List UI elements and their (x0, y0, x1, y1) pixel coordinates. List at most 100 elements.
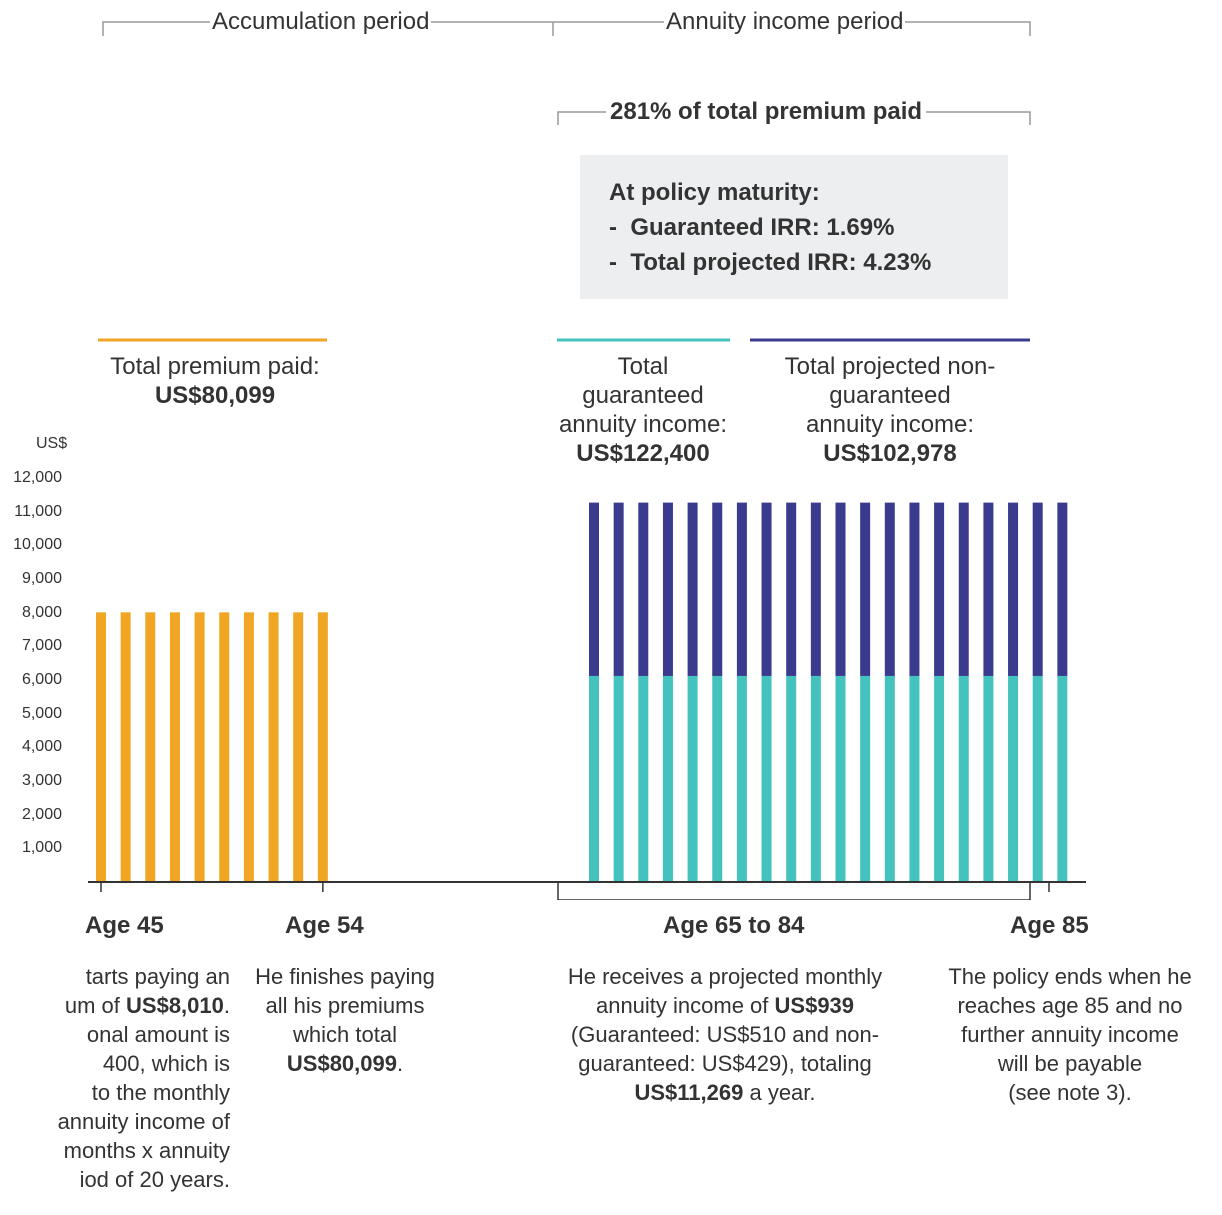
d65-line-3: (Guaranteed: US$510 and non- (570, 1022, 880, 1047)
guaranteed-bar (786, 675, 797, 882)
d45-line-2a: um of (64, 993, 127, 1018)
premium-ratio-label: 281% of total premium paid (606, 99, 927, 125)
premium-bar (96, 612, 106, 882)
premium-bar (194, 612, 205, 882)
y-tick-label: 1,000 (21, 839, 62, 857)
non-guaranteed-bar (712, 502, 723, 676)
age-54-description: He finishes paying all his premiums whic… (225, 962, 465, 1078)
y-tick-label: 10,000 (13, 536, 62, 554)
guaranteed-bar (983, 675, 994, 882)
irr-box: At policy maturity: - Guaranteed IRR: 1.… (580, 155, 1008, 299)
non-guaranteed-bar (1057, 502, 1068, 676)
d45-line-5: to the monthly (85, 1080, 230, 1105)
guaranteed-bar (589, 675, 599, 882)
non-guaranteed-bar (934, 502, 945, 676)
non-guaranteed-bar (1032, 502, 1043, 676)
y-tick-label: 3,000 (21, 772, 62, 789)
d65-line-4: guaranteed: US$429), totaling (578, 1051, 872, 1076)
y-tick-label: 11,000 (14, 502, 62, 520)
d65-line-2a: annuity income of (595, 993, 775, 1018)
accumulation-period-label: Accumulation period (210, 8, 432, 35)
d54-line-3: which total (293, 1022, 397, 1047)
y-tick-label: 2,000 (21, 805, 62, 823)
y-tick-label: 4,000 (21, 738, 62, 756)
guaranteed-bar (1032, 675, 1043, 882)
d85-line-1: The policy ends when he (948, 964, 1192, 989)
age-85-label: Age 85 (1010, 912, 1089, 939)
guaranteed-bar (736, 675, 747, 882)
d85-line-4: will be payable (997, 1051, 1143, 1076)
y-tick-label: 8,000 (21, 603, 62, 621)
premium-bar (243, 612, 254, 882)
d85-line-3: further annuity income (961, 1022, 1179, 1047)
d45-line-4: 400, which is (102, 1051, 230, 1076)
d45-line-2b: US$8,010 (126, 993, 224, 1018)
y-tick-label: 6,000 (21, 671, 62, 688)
premium-bar (219, 612, 230, 882)
guaranteed-irr: - Guaranteed IRR: 1.69% (609, 214, 895, 241)
non-guaranteed-bar (736, 502, 747, 676)
guaranteed-bar (662, 675, 673, 882)
d54-line-4: US$80,099. (225, 1049, 465, 1078)
guaranteed-bar (909, 675, 920, 882)
y-tick-label: 12,000 (13, 469, 62, 486)
d65-line-2b: US$939 (774, 993, 855, 1018)
total-guaranteed: Total guaranteed annuity income: US$122,… (538, 352, 748, 468)
non-guaranteed-bar (662, 502, 673, 676)
guaranteed-bar (761, 675, 772, 882)
premium-bar (120, 612, 131, 882)
irr-heading: At policy maturity: (609, 179, 820, 206)
annuity-period-label: Annuity income period (664, 8, 906, 35)
d85-line-2: reaches age 85 and no (957, 993, 1183, 1018)
guaranteed-bar (613, 675, 624, 882)
guaranteed-bar (687, 675, 698, 882)
age-65-description: He receives a projected monthly annuity … (530, 962, 920, 1107)
total-guaranteed-value: US$122,400 (576, 440, 710, 467)
d54-line-1: He finishes paying (255, 964, 435, 989)
d54-line-2: all his premiums (265, 993, 425, 1018)
total-non-guaranteed-value: US$102,978 (823, 440, 957, 467)
total-guaranteed-label-2: guaranteed (582, 382, 704, 409)
non-guaranteed-bar (761, 502, 772, 676)
d45-line-8: iod of 20 years. (79, 1167, 230, 1192)
non-guaranteed-bar (1008, 502, 1019, 676)
d54-end: . (396, 1051, 404, 1076)
non-guaranteed-bar (983, 502, 994, 676)
non-guaranteed-bar (613, 502, 624, 676)
non-guaranteed-bar (884, 502, 895, 676)
d45-line-6: annuity income of (57, 1109, 230, 1134)
total-premium: Total premium paid: US$80,099 (80, 352, 350, 410)
age-45-label: Age 45 (85, 912, 164, 939)
d65-line-5a: US$11,269 (634, 1080, 744, 1105)
guaranteed-bar (860, 675, 871, 882)
total-non-guaranteed: Total projected non- guaranteed annuity … (755, 352, 1025, 468)
non-guaranteed-bar (810, 502, 821, 676)
age-45-description: tarts paying an um of US$8,010. onal amo… (0, 962, 230, 1194)
annuity-chart (88, 502, 1086, 900)
premium-bar (317, 612, 328, 882)
guaranteed-bar (835, 675, 846, 882)
non-guaranteed-bar (786, 502, 797, 676)
guaranteed-bar (1057, 675, 1068, 882)
age-54-label: Age 54 (285, 912, 364, 939)
guaranteed-bar (712, 675, 723, 882)
non-guaranteed-bar (589, 502, 599, 676)
total-guaranteed-label-1: Total (617, 353, 669, 380)
y-tick-label: 7,000 (21, 637, 62, 655)
guaranteed-bar (810, 675, 821, 882)
d65-line-1: He receives a projected monthly (567, 964, 883, 989)
d85-line-5: (see note 3). (1008, 1080, 1132, 1105)
projected-irr: - Total projected IRR: 4.23% (609, 249, 932, 276)
non-guaranteed-bar (835, 502, 846, 676)
d45-line-2: um of US$8,010. (0, 991, 230, 1020)
premium-bar (169, 612, 180, 882)
total-color-lines (98, 338, 1030, 342)
y-axis-unit: US$ (36, 435, 68, 452)
non-guaranteed-bar (909, 502, 920, 676)
age-85-description: The policy ends when he reaches age 85 a… (918, 962, 1222, 1107)
non-guaranteed-bar (687, 502, 698, 676)
guaranteed-bar (638, 675, 649, 882)
premium-bar (268, 612, 279, 882)
d45-line-1: tarts paying an (85, 964, 230, 989)
total-non-guaranteed-label-3: annuity income: (805, 411, 975, 438)
